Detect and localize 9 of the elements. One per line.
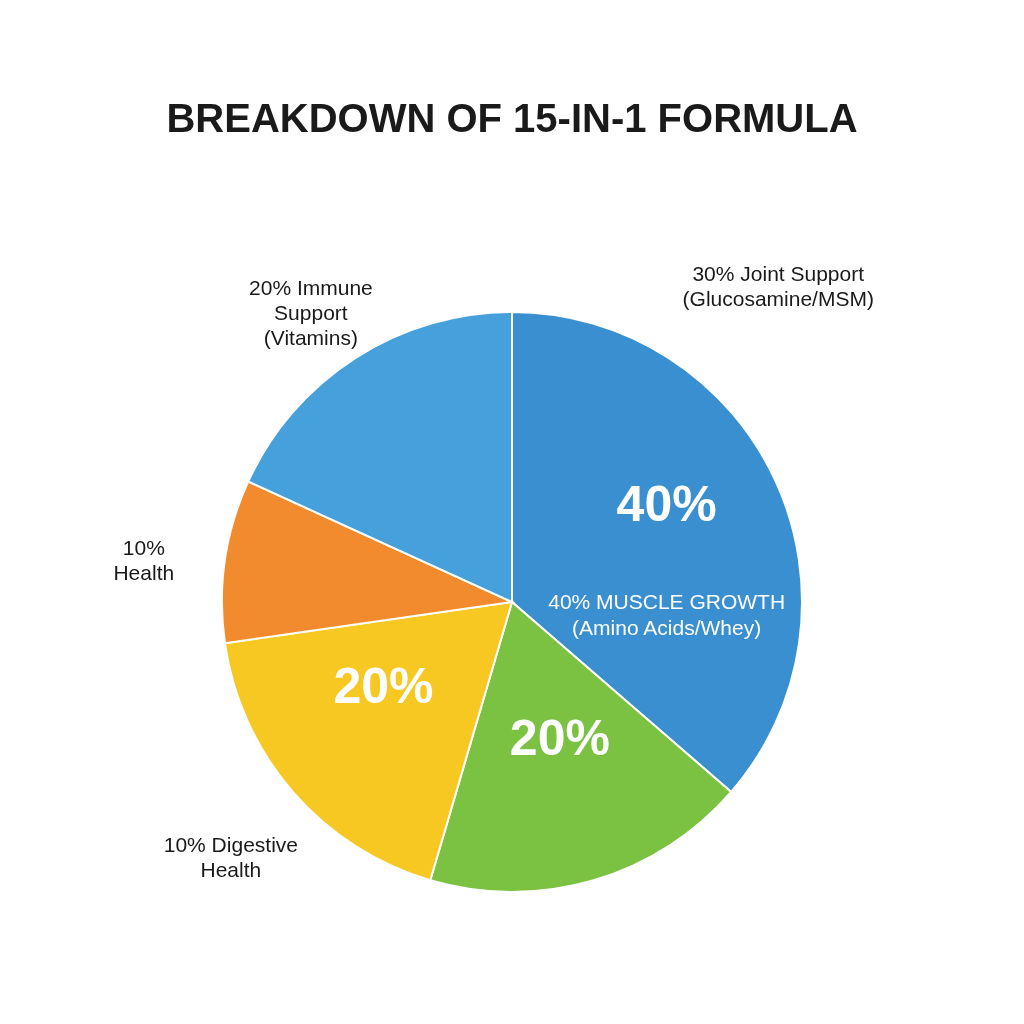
slice-label: 10% Health	[113, 536, 175, 585]
text: 30% Joint Support (Glucosamine/MSM)	[682, 262, 874, 310]
chart-title: BREAKDOWN OF 15-IN-1 FORMULA	[166, 96, 858, 140]
data-label: 20%	[333, 658, 434, 715]
slice-label: 40% MUSCLE GROWTH (Amino Acids/Whey)	[548, 590, 786, 640]
slice-label: 20% Immune Support (Vitamins)	[249, 276, 373, 350]
slice-label: 10% Digestive Health	[163, 832, 298, 881]
data-label: 20%	[509, 710, 610, 767]
data-label: 40%	[616, 476, 717, 533]
